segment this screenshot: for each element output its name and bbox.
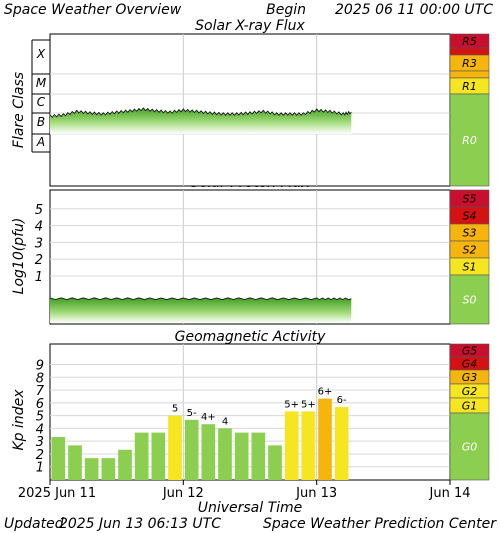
begin-label: Begin: [266, 2, 306, 18]
flare-class-label: A: [36, 135, 45, 149]
kp-ytick-label: 4: [36, 422, 44, 437]
kp-bar: [151, 432, 166, 480]
kp-bar: [184, 419, 199, 480]
radiation-storm-scale-label: S5: [463, 193, 477, 206]
kp-bar: [101, 458, 116, 480]
radiation-storm-scale-label: S0: [463, 294, 477, 307]
radiation-storm-scale-label: S1: [463, 261, 477, 274]
kp-ytick-label: 5: [36, 410, 44, 425]
geomagnetic-storm-scale-label: G3: [462, 371, 478, 384]
kp-bar: [334, 407, 349, 480]
proton-flux-line: [49, 297, 352, 301]
flare-class-label: B: [37, 115, 45, 129]
kp-bar: [118, 449, 132, 480]
kp-bar: [234, 432, 249, 480]
kp-bar: [134, 432, 149, 480]
kp-bar: [284, 411, 299, 480]
xray-flux-area: [50, 107, 352, 134]
updated-label: Updated: [4, 516, 64, 532]
kp-bar-label: 6+: [318, 387, 333, 398]
flare-class-label: C: [37, 95, 46, 109]
proton-ytick-label: 3: [35, 236, 43, 251]
kp-ytick-label: 8: [36, 371, 44, 386]
updated-value: 2025 Jun 13 06:13 UTC: [59, 516, 221, 532]
geomagnetic-storm-scale-label: G0: [462, 441, 478, 454]
credit: Space Weather Prediction Center: [263, 516, 497, 532]
kp-bar-label: 5: [172, 404, 178, 415]
kp-bar: [201, 424, 216, 480]
kp-bar: [318, 398, 332, 480]
flare-class-label: X: [36, 47, 46, 61]
proton-panel: 1 2 34 5 S5 S4 S3 S2 S1 S0: [35, 189, 490, 325]
geomag-plot-area: [49, 343, 451, 481]
radiation-storm-scale-label: S3: [463, 227, 477, 240]
geomag-title: Geomagnetic Activity: [175, 329, 326, 345]
x-tick-label: 2025 Jun 11: [18, 486, 96, 501]
radio-blackout-scale-cell: [449, 93, 490, 187]
geomag-ylabel: Kp index: [11, 389, 27, 451]
kp-ytick-label: 7: [36, 384, 45, 399]
page-title: Space Weather Overview: [4, 2, 182, 18]
geomagnetic-storm-scale-label: G2: [462, 385, 478, 398]
kp-ytick-label: 9: [36, 359, 44, 374]
kp-bar: [251, 432, 266, 480]
radiation-storm-scale-label: S4: [463, 210, 477, 223]
radiation-storm-scale-cell: [449, 274, 490, 325]
x-axis-title: Universal Time: [198, 500, 303, 516]
flare-class-label: M: [36, 76, 47, 90]
radiation-storm-scale-label: S2: [463, 244, 477, 257]
kp-bar-label: 4: [222, 416, 228, 427]
proton-ytick-label: 4: [35, 220, 43, 235]
kp-bar: [68, 445, 82, 480]
proton-flux-area: [50, 297, 352, 323]
radio-blackout-scale-label: R3: [462, 57, 477, 70]
radio-blackout-scale-label: R1: [462, 80, 477, 93]
x-tick-label: Jun 12: [162, 486, 204, 501]
kp-ytick-label: 2: [36, 448, 44, 463]
kp-bar: [268, 445, 282, 480]
geomagnetic-storm-scale-label: G1: [462, 400, 478, 413]
kp-ytick-label: 6: [36, 397, 44, 412]
kp-bar: [168, 415, 182, 480]
kp-bar: [218, 428, 232, 480]
xray-plot-area: [49, 33, 451, 187]
geomagnetic-storm-scale-label: G4: [462, 358, 478, 371]
proton-ytick-label: 2: [35, 253, 43, 268]
kp-bar: [84, 458, 99, 480]
radio-blackout-scale-cell: [449, 70, 490, 79]
proton-ytick-label: 1: [35, 270, 43, 285]
xray-ylabel: Flare Class: [11, 72, 27, 148]
geomagnetic-storm-scale-cell: [449, 412, 490, 481]
kp-bar: [51, 436, 66, 480]
geomagnetic-storm-scale-label: G5: [462, 345, 478, 358]
proton-ylabel: Log10(pfu): [11, 218, 27, 295]
begin-value: 2025 06 11 00:00 UTC: [335, 2, 493, 18]
kp-bar-label: 5+: [301, 399, 316, 410]
xray-flux-line: [49, 107, 352, 118]
xray-title: Solar X-ray Flux: [195, 18, 305, 34]
kp-ytick-label: 3: [36, 435, 44, 450]
proton-ytick-label: 5: [35, 203, 43, 218]
x-tick-label: Jun 14: [429, 486, 471, 501]
kp-bar-label: 4+: [201, 412, 216, 423]
kp-bar-label: 6-: [337, 395, 347, 406]
x-tick-label: Jun 13: [295, 486, 337, 501]
kp-bar: [301, 411, 316, 480]
kp-bar-label: 5+: [284, 399, 299, 410]
radio-blackout-scale-cell: [449, 47, 490, 56]
radio-blackout-scale-label: R5: [462, 35, 477, 48]
kp-bar-label: 5-: [187, 408, 197, 419]
kp-ytick-label: 1: [36, 461, 44, 476]
radio-blackout-scale-label: R0: [462, 134, 477, 147]
